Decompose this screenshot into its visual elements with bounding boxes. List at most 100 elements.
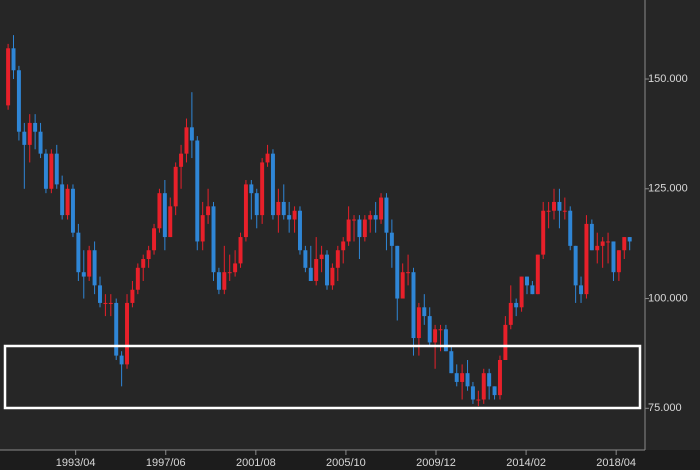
y-tick-label: 75.000 bbox=[648, 402, 682, 414]
candle-body bbox=[254, 193, 259, 216]
x-tick-label: 2001/08 bbox=[236, 457, 276, 469]
candle-body bbox=[200, 215, 205, 242]
candle-body bbox=[595, 245, 600, 251]
candle-body bbox=[292, 210, 297, 220]
candle-body bbox=[389, 232, 394, 246]
candle-body bbox=[476, 399, 481, 401]
candle-body bbox=[600, 241, 605, 246]
candle-body bbox=[303, 250, 308, 268]
candle-body bbox=[179, 153, 184, 167]
candle-body bbox=[54, 153, 59, 185]
candle-body bbox=[92, 250, 97, 286]
candle-body bbox=[276, 201, 281, 216]
candle-body bbox=[400, 272, 405, 299]
candle-body bbox=[222, 272, 227, 290]
y-tick-label: 150.000 bbox=[648, 73, 688, 85]
candle-body bbox=[243, 184, 248, 238]
candle-body bbox=[422, 307, 427, 317]
candle-body bbox=[487, 373, 492, 387]
candle-body bbox=[189, 127, 194, 141]
candle-body bbox=[38, 131, 43, 154]
candle-body bbox=[125, 302, 129, 365]
candle-body bbox=[379, 197, 384, 220]
candle-body bbox=[384, 197, 389, 233]
candle-body bbox=[65, 188, 70, 216]
candle-body bbox=[497, 360, 502, 396]
candle-body bbox=[76, 232, 81, 273]
x-tick-label: 2009/12 bbox=[416, 457, 456, 469]
candle-body bbox=[260, 162, 265, 216]
candle-body bbox=[216, 272, 221, 290]
candle-body bbox=[535, 254, 540, 295]
candle-body bbox=[514, 302, 519, 308]
candle-body bbox=[552, 201, 556, 211]
candle-body bbox=[368, 215, 373, 220]
candle-body bbox=[108, 302, 113, 304]
candle-body bbox=[416, 307, 421, 339]
candle-body bbox=[173, 166, 178, 207]
candle-body bbox=[573, 245, 578, 286]
candle-body bbox=[627, 237, 632, 242]
candle-body bbox=[265, 153, 270, 163]
candle-body bbox=[443, 329, 448, 352]
candle-body bbox=[287, 215, 292, 220]
candle-body bbox=[70, 188, 75, 233]
candle-body bbox=[319, 254, 324, 260]
candle-body bbox=[195, 140, 200, 242]
candle-body bbox=[162, 193, 167, 238]
candle-body bbox=[152, 228, 157, 251]
candle-body bbox=[606, 241, 611, 243]
x-tick-label: 2018/04 bbox=[596, 457, 636, 469]
candle-body bbox=[227, 272, 232, 274]
candle-body bbox=[346, 219, 351, 242]
candle-body bbox=[470, 386, 475, 400]
candle-body bbox=[373, 215, 378, 220]
candle-body bbox=[362, 219, 367, 238]
candle-body bbox=[508, 302, 513, 325]
candle-body bbox=[98, 285, 102, 303]
candle-body bbox=[27, 122, 32, 145]
candle-body bbox=[16, 70, 21, 132]
candle-body bbox=[438, 329, 443, 331]
candle-body bbox=[211, 206, 216, 273]
y-tick-label: 125.000 bbox=[648, 183, 688, 195]
x-tick-label: 1997/06 bbox=[146, 457, 186, 469]
candle-body bbox=[589, 223, 594, 251]
candle-body bbox=[33, 122, 38, 132]
candle-body bbox=[238, 237, 243, 264]
candle-body bbox=[519, 276, 524, 308]
candle-body bbox=[325, 254, 329, 286]
x-tick-label: 2014/02 bbox=[506, 457, 546, 469]
candle-body bbox=[557, 201, 562, 211]
x-axis-band bbox=[0, 450, 700, 470]
candle-body bbox=[146, 250, 151, 260]
candle-body bbox=[206, 206, 211, 216]
candle-body bbox=[503, 324, 508, 360]
candle-body bbox=[119, 355, 124, 365]
x-tick-label: 1993/04 bbox=[56, 457, 96, 469]
x-tick-label: 2005/10 bbox=[326, 457, 366, 469]
candle-body bbox=[6, 48, 11, 106]
candle-body bbox=[546, 210, 551, 212]
candle-body bbox=[492, 386, 497, 396]
candle-body bbox=[184, 127, 189, 154]
candle-body bbox=[87, 250, 92, 277]
candle-body bbox=[568, 210, 573, 246]
candle-body bbox=[357, 219, 362, 238]
candle-body bbox=[406, 272, 411, 274]
candle-body bbox=[622, 237, 627, 251]
candle-body bbox=[525, 276, 529, 286]
candle-body bbox=[297, 210, 302, 251]
candle-body bbox=[281, 201, 286, 216]
candle-body bbox=[579, 285, 584, 295]
candle-body bbox=[481, 373, 486, 400]
candle-body bbox=[270, 153, 275, 216]
candle-body bbox=[335, 250, 340, 268]
candle-body bbox=[103, 302, 108, 304]
candle-body bbox=[449, 351, 454, 374]
candle-body bbox=[308, 267, 313, 281]
highlight-box bbox=[3, 344, 642, 410]
candle-body bbox=[81, 272, 86, 277]
candle-body bbox=[135, 267, 140, 290]
